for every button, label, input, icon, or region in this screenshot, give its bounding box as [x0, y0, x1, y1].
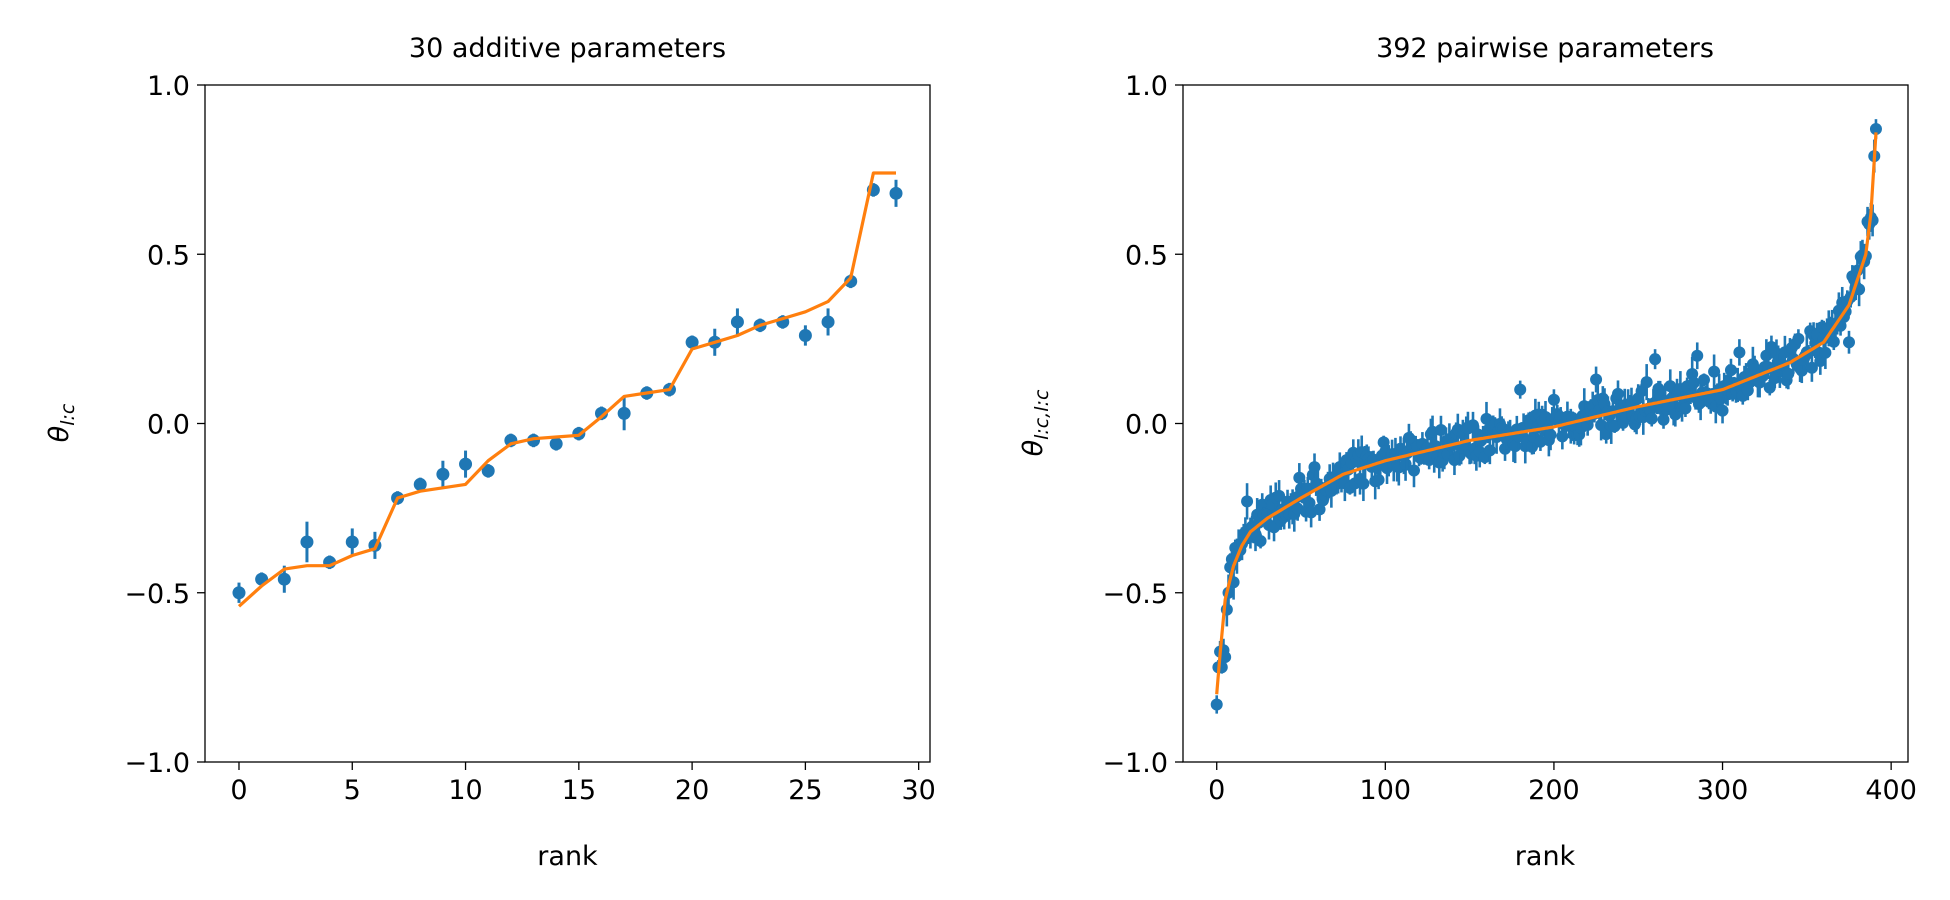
data-point — [1805, 361, 1818, 374]
y-axis-label-subscript: l:c — [57, 403, 79, 426]
data-point — [1293, 471, 1306, 484]
x-tick-label: 20 — [675, 775, 709, 806]
data-point — [1590, 373, 1603, 386]
data-point — [1708, 365, 1721, 378]
data-point — [549, 437, 563, 451]
data-point — [617, 406, 631, 420]
data-point — [1357, 477, 1370, 490]
data-point — [1869, 123, 1882, 136]
data-point — [1467, 419, 1479, 432]
x-tick-label: 25 — [788, 775, 822, 806]
data-point — [232, 586, 246, 600]
y-tick-label: −0.5 — [1102, 579, 1168, 610]
data-point — [1308, 461, 1321, 474]
y-axis-label: θl:c — [44, 403, 79, 442]
data-point — [277, 572, 291, 586]
data-point — [1733, 346, 1746, 359]
data-point — [1434, 424, 1447, 437]
data-point — [300, 535, 314, 549]
data-point — [1819, 346, 1832, 359]
data-point — [889, 186, 903, 200]
x-axis-label: rank — [537, 841, 598, 872]
data-point — [1763, 381, 1776, 394]
data-point — [1372, 473, 1385, 486]
x-tick-label: 400 — [1865, 775, 1917, 806]
axes-frame — [204, 84, 931, 763]
data-point — [844, 274, 858, 288]
data-point — [1635, 385, 1648, 398]
data-point — [1407, 464, 1420, 477]
y-axis-label: θl:c,l:c — [1018, 389, 1053, 456]
data-point — [413, 477, 427, 491]
data-point — [1649, 353, 1662, 366]
data-point — [798, 328, 812, 342]
data-point — [1254, 535, 1267, 548]
data-point — [1795, 364, 1808, 377]
trend-line — [237, 171, 896, 608]
data-point — [481, 464, 495, 478]
data-point — [1219, 651, 1232, 664]
y-tick-label: 0.0 — [1125, 410, 1168, 441]
data-point — [821, 315, 835, 329]
data-point — [1241, 495, 1254, 508]
chart-title: 30 additive parameters — [409, 33, 726, 64]
data-point — [1645, 412, 1658, 425]
chart-title: 392 pairwise parameters — [1376, 33, 1714, 64]
y-tick-label: 0.5 — [147, 240, 190, 271]
data-point — [1612, 387, 1624, 400]
data-point — [1399, 458, 1412, 471]
chart-panel-pairwise: 392 pairwise parameters rank θl:c,l:c 0 1… — [1018, 33, 1917, 872]
chart-panel-additive: 30 additive parameters rank θl:c 0 5 10 15 2… — [44, 33, 936, 872]
data-point — [1303, 496, 1316, 509]
data-point — [1716, 404, 1729, 417]
data-point — [1827, 335, 1840, 348]
y-tick-label: 1.0 — [147, 71, 190, 102]
data-point — [685, 335, 699, 349]
data-point — [1514, 383, 1527, 396]
data-point — [1377, 436, 1390, 449]
x-tick-label: 0 — [230, 775, 247, 806]
data-point — [1669, 408, 1682, 421]
trend-line — [1215, 132, 1878, 695]
x-tick-label: 5 — [344, 775, 361, 806]
y-tick-label: −0.5 — [124, 579, 190, 610]
data-point — [1792, 332, 1805, 345]
y-axis-label-subscript: l:c,l:c — [1031, 389, 1053, 440]
data-point — [594, 406, 608, 420]
data-point — [1679, 402, 1692, 415]
y-tick-label: −1.0 — [1102, 748, 1168, 779]
y-axis-label-symbol: θ — [1018, 440, 1049, 457]
data-point — [1547, 393, 1560, 406]
data-point — [1724, 364, 1737, 377]
data-point — [459, 457, 473, 471]
data-point — [1544, 428, 1557, 441]
data-point — [1687, 376, 1700, 389]
data-point — [436, 467, 450, 481]
data-point — [345, 535, 359, 549]
y-axis-label-symbol: θ — [44, 426, 75, 443]
y-tick-label: −1.0 — [124, 748, 190, 779]
data-point — [1842, 336, 1855, 349]
x-tick-label: 300 — [1697, 775, 1749, 806]
y-tick-label: 0.5 — [1125, 240, 1168, 271]
x-tick-label: 10 — [448, 775, 482, 806]
x-tick-label: 200 — [1528, 775, 1580, 806]
data-point — [1691, 349, 1704, 362]
y-tick-label: 1.0 — [1125, 71, 1168, 102]
data-point — [1210, 698, 1223, 711]
data-point — [730, 315, 744, 329]
x-tick-label: 15 — [562, 775, 596, 806]
data-point — [1640, 376, 1653, 389]
x-axis-label: rank — [1515, 841, 1576, 872]
y-tick-label: 0.0 — [147, 410, 190, 441]
x-tick-label: 100 — [1360, 775, 1412, 806]
data-point — [1595, 418, 1608, 431]
x-tick-label: 30 — [901, 775, 935, 806]
data-point — [1782, 367, 1795, 380]
x-tick-label: 0 — [1208, 775, 1225, 806]
